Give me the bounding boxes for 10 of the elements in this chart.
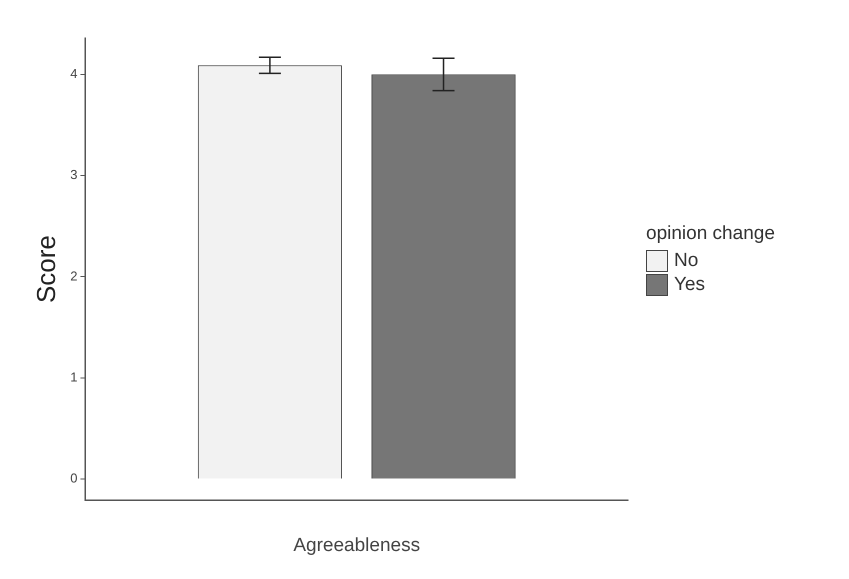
x-axis-title: Agreeableness <box>293 534 420 556</box>
text: No <box>674 250 698 272</box>
y-tick-label: 0 <box>70 470 78 486</box>
y-tick-label: 2 <box>70 268 78 284</box>
y-tick-label: 1 <box>70 369 78 384</box>
y-tick-label: 3 <box>70 167 78 182</box>
y-tick-label: 4 <box>70 66 78 81</box>
legend-label: Yes <box>674 274 705 296</box>
legend-title: opinion change <box>646 222 775 244</box>
y-axis-title: Score <box>30 235 61 304</box>
